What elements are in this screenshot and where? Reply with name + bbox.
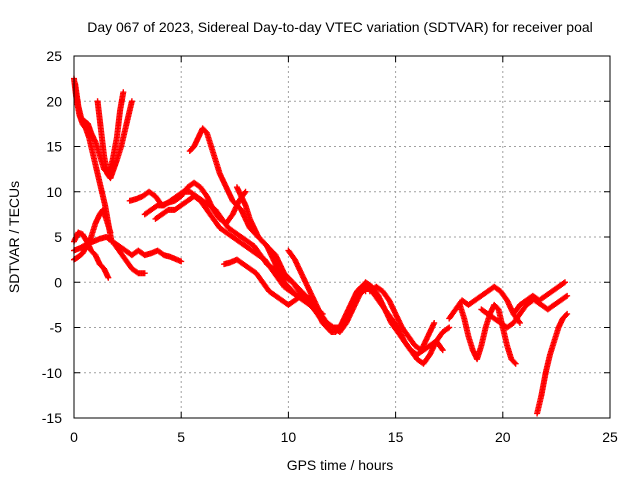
- data-point: [564, 310, 571, 317]
- series-track-15: [366, 283, 438, 354]
- data-point: [107, 229, 114, 236]
- data-marks: [71, 75, 571, 417]
- x-tick-label: 25: [602, 429, 618, 445]
- data-point: [141, 270, 148, 277]
- y-tick-label: 15: [46, 139, 62, 155]
- data-point: [564, 292, 571, 299]
- data-point: [512, 360, 519, 367]
- data-point: [561, 279, 568, 286]
- data-point: [439, 347, 446, 354]
- y-tick-label: 0: [54, 274, 62, 290]
- grid-lines: [74, 56, 610, 418]
- data-point: [560, 280, 567, 287]
- data-point: [562, 293, 569, 300]
- data-point: [242, 188, 249, 195]
- y-tick-labels: -15 -10 -5 0 5 10 15 20 25: [42, 48, 62, 426]
- series-track-18: [478, 297, 536, 331]
- data-point: [511, 359, 518, 366]
- chart-title: Day 067 of 2023, Sidereal Day-to-day VTE…: [87, 19, 593, 35]
- data-point: [431, 319, 438, 326]
- y-tick-label: 10: [46, 184, 62, 200]
- data-point: [438, 345, 445, 352]
- y-axis-label: SDTVAR / TECUs: [6, 181, 22, 293]
- x-tick-label: 5: [177, 429, 185, 445]
- series-track-3: [94, 98, 135, 182]
- y-tick-label: -15: [42, 410, 62, 426]
- y-tick-label: -5: [50, 320, 63, 336]
- series-track-4: [71, 206, 114, 263]
- data-point: [563, 312, 570, 319]
- data-point: [444, 325, 451, 332]
- x-axis-label: GPS time / hours: [287, 457, 394, 473]
- data-point: [178, 258, 185, 265]
- y-tick-label: 25: [46, 48, 62, 64]
- data-point: [128, 98, 135, 105]
- y-tick-label: 20: [46, 93, 62, 109]
- series-track-14: [285, 247, 453, 367]
- x-tick-label: 10: [281, 429, 297, 445]
- series-track-11: [186, 125, 369, 336]
- data-point: [446, 324, 453, 331]
- data-point: [516, 319, 523, 326]
- x-tick-label: 15: [388, 429, 404, 445]
- x-tick-labels: 0 5 10 15 20 25: [70, 429, 618, 445]
- series-track-13: [233, 184, 318, 308]
- data-point: [120, 89, 127, 96]
- series-track-21: [531, 292, 571, 313]
- series-track-20: [534, 310, 571, 417]
- x-tick-label: 20: [495, 429, 511, 445]
- series-track-16: [446, 283, 523, 326]
- series-track-7: [109, 238, 185, 265]
- data-point: [105, 274, 112, 281]
- plot-frame: [73, 55, 611, 419]
- x-tick-label: 0: [70, 429, 78, 445]
- y-tick-label: 5: [54, 229, 62, 245]
- y-tick-label: -10: [42, 365, 62, 381]
